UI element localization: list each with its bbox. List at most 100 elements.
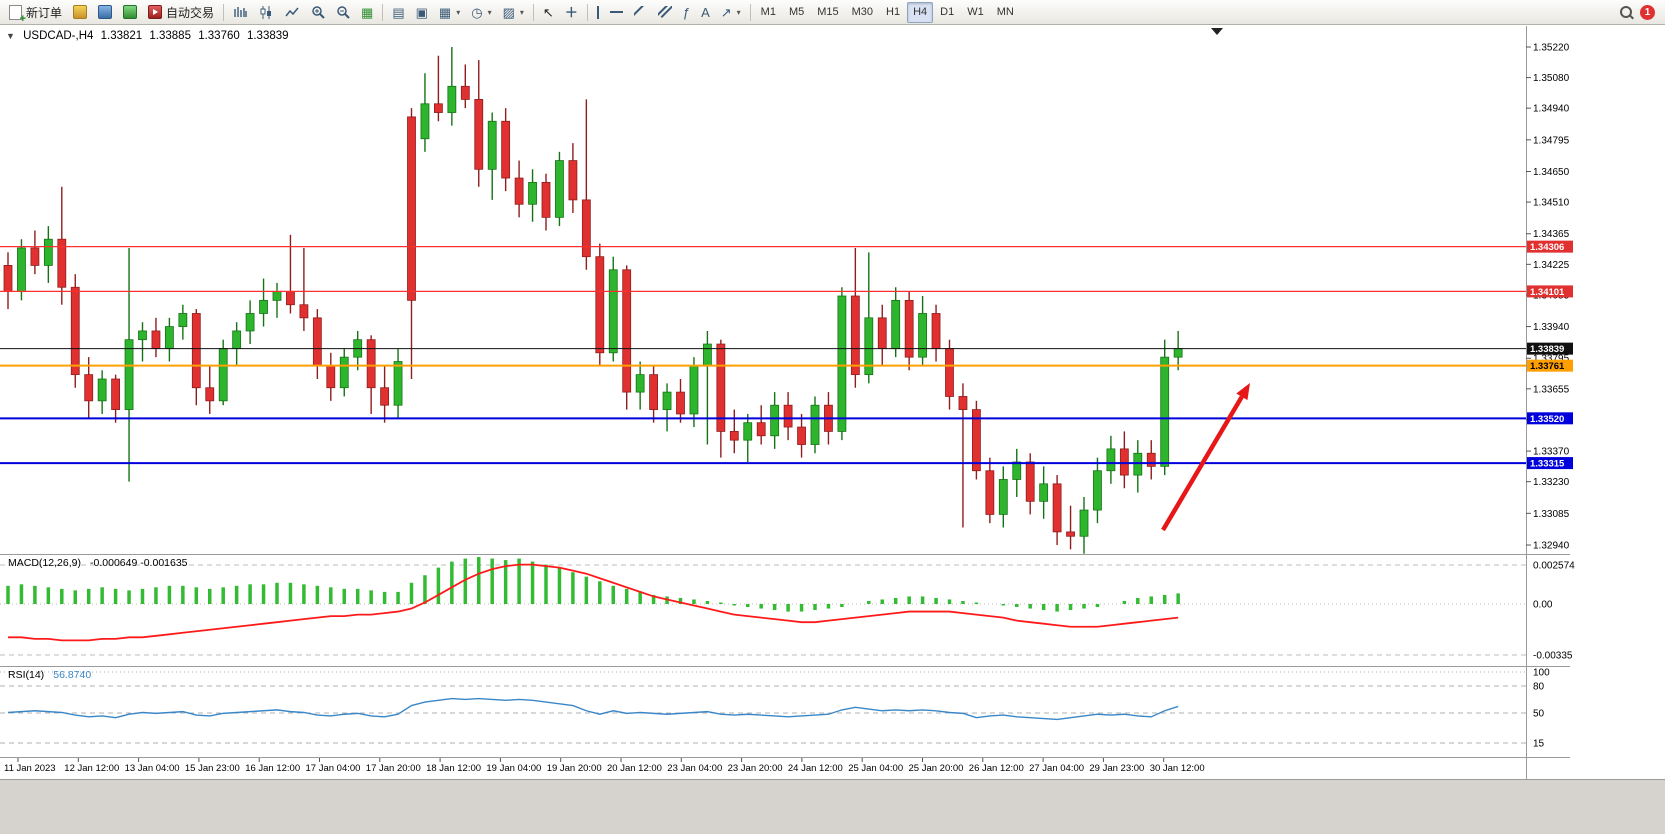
candle-body — [366, 339, 376, 389]
search-button[interactable] — [1615, 2, 1637, 23]
macd-axis-label: -0.00335 — [1533, 651, 1573, 662]
candle-body — [433, 103, 443, 113]
time-label: 17 Jan 04:00 — [306, 763, 361, 774]
price-badge-label: 1.34306 — [1530, 242, 1564, 253]
timeframe-m15-button[interactable]: M15 — [811, 2, 844, 23]
candle-body — [810, 404, 820, 445]
notification-badge[interactable]: 1 — [1640, 4, 1655, 20]
horizontal-line-tool-button[interactable] — [605, 2, 628, 23]
toolbar-separator — [532, 3, 534, 21]
timeframe-h1-button[interactable]: H1 — [880, 2, 906, 23]
candle-body — [447, 85, 457, 113]
price-tick-label: 1.34365 — [1533, 229, 1570, 240]
trendline-tool-button[interactable] — [629, 2, 652, 23]
help-button[interactable] — [118, 2, 142, 23]
timeframe-d1-button[interactable]: D1 — [934, 2, 960, 23]
cascade-windows-button[interactable]: ▤ — [387, 2, 409, 23]
price-tick-label: 1.34940 — [1533, 104, 1570, 115]
time-label: 19 Jan 20:00 — [547, 763, 602, 774]
candle-body — [904, 299, 914, 358]
zoom-in-button[interactable] — [306, 2, 330, 23]
candle-body — [595, 256, 605, 354]
collapse-icon[interactable]: ▼ — [6, 31, 15, 41]
price-badge — [1527, 457, 1573, 470]
candle-body — [30, 247, 40, 266]
new-order-button[interactable]: 新订单 — [4, 2, 67, 25]
rsi-line — [7, 697, 1179, 721]
timeframe-m1-button[interactable]: M1 — [755, 2, 782, 23]
macd-values: -0.000649 -0.001635 — [90, 557, 188, 569]
cursor-tool-button[interactable]: ↖ — [538, 2, 559, 23]
candle-body — [259, 299, 268, 314]
timeframe-mn-button[interactable]: MN — [991, 2, 1020, 23]
candle-body — [299, 304, 309, 319]
time-label: 12 Jan 12:00 — [64, 763, 119, 774]
chevron-down-icon: ▾ — [519, 7, 524, 17]
candle-body — [1093, 470, 1102, 511]
timeframe-m5-button[interactable]: M5 — [783, 2, 810, 23]
candle-body — [286, 291, 295, 306]
trend-arrow-line[interactable] — [1161, 395, 1244, 532]
line-chart-mode-button[interactable] — [280, 2, 305, 23]
candle-body — [1066, 531, 1075, 537]
timeframe-w1-button[interactable]: W1 — [961, 2, 990, 23]
trend-arrow-head[interactable] — [1236, 383, 1250, 401]
new-chart-button[interactable]: ▦ ▾ — [434, 2, 465, 23]
bar-chart-mode-button[interactable] — [228, 2, 253, 23]
timeframe-h4-button[interactable]: H4 — [907, 1, 934, 23]
candle-body — [837, 295, 847, 432]
candle-body — [1146, 452, 1156, 467]
candle-body — [460, 85, 470, 100]
toolbar-separator — [382, 3, 384, 21]
arrow-tool-icon: ↗ — [720, 4, 732, 20]
tile-windows-button[interactable]: ▦ — [356, 2, 378, 23]
crosshair-tool-button[interactable]: ＋ — [560, 2, 583, 23]
ohlc-open: 1.33821 — [100, 30, 143, 42]
time-label: 23 Jan 20:00 — [728, 763, 783, 774]
candle-body — [326, 365, 336, 389]
quotes-button[interactable] — [68, 2, 92, 23]
fibonacci-tool-button[interactable]: ƒ — [678, 2, 695, 23]
text-tool-button[interactable]: A — [696, 2, 715, 23]
arrange-windows-icon: ▣ — [415, 4, 428, 20]
chevron-down-icon: ▾ — [487, 7, 492, 17]
timeframe-m30-button[interactable]: M30 — [846, 2, 879, 23]
time-label: 25 Jan 04:00 — [848, 763, 903, 774]
arrows-tool-button[interactable]: ↗ ▾ — [716, 2, 746, 23]
ohlc-low: 1.33760 — [198, 30, 240, 42]
price-badge-label: 1.33315 — [1530, 459, 1565, 470]
candle-body — [501, 120, 511, 179]
candle-body — [608, 269, 618, 354]
channel-tool-button[interactable] — [653, 2, 677, 23]
time-label: 20 Jan 12:00 — [607, 763, 662, 774]
bar-chart-icon — [234, 6, 247, 17]
new-chart-icon: ▦ — [438, 4, 452, 20]
time-label: 25 Jan 20:00 — [909, 763, 964, 774]
templates-button[interactable]: ▨ ▾ — [498, 2, 529, 23]
zoom-out-button[interactable] — [331, 2, 355, 23]
candle-body — [622, 269, 632, 393]
chart-shift-marker[interactable] — [1211, 28, 1223, 35]
price-badge-label: 1.34101 — [1530, 287, 1565, 298]
vertical-line-tool-button[interactable] — [592, 2, 604, 23]
auto-trading-button[interactable]: 自动交易 — [143, 2, 219, 23]
candlestick-mode-button[interactable] — [254, 2, 279, 23]
zoom-in-icon — [312, 6, 325, 19]
candle-body — [985, 470, 995, 515]
candle-body — [407, 116, 416, 301]
candle-body — [945, 348, 954, 397]
rsi-axis-label: 80 — [1533, 682, 1545, 693]
candle-body — [178, 313, 188, 327]
search-icon — [1620, 6, 1632, 18]
macd-signal-line — [8, 563, 1179, 642]
candle-body — [689, 365, 699, 415]
arrange-windows-button[interactable]: ▣ — [411, 2, 433, 23]
community-button[interactable] — [93, 2, 117, 23]
candle-body — [339, 356, 349, 389]
candle-body — [783, 404, 793, 428]
toolbar: 新订单 自动交易 ▦ ▤ ▣ ▦▾ ◷▾ ▨▾ ↖ — [0, 0, 1665, 25]
candle-body — [245, 313, 255, 332]
periods-button[interactable]: ◷ ▾ — [466, 2, 496, 23]
trendline-icon — [634, 6, 647, 19]
